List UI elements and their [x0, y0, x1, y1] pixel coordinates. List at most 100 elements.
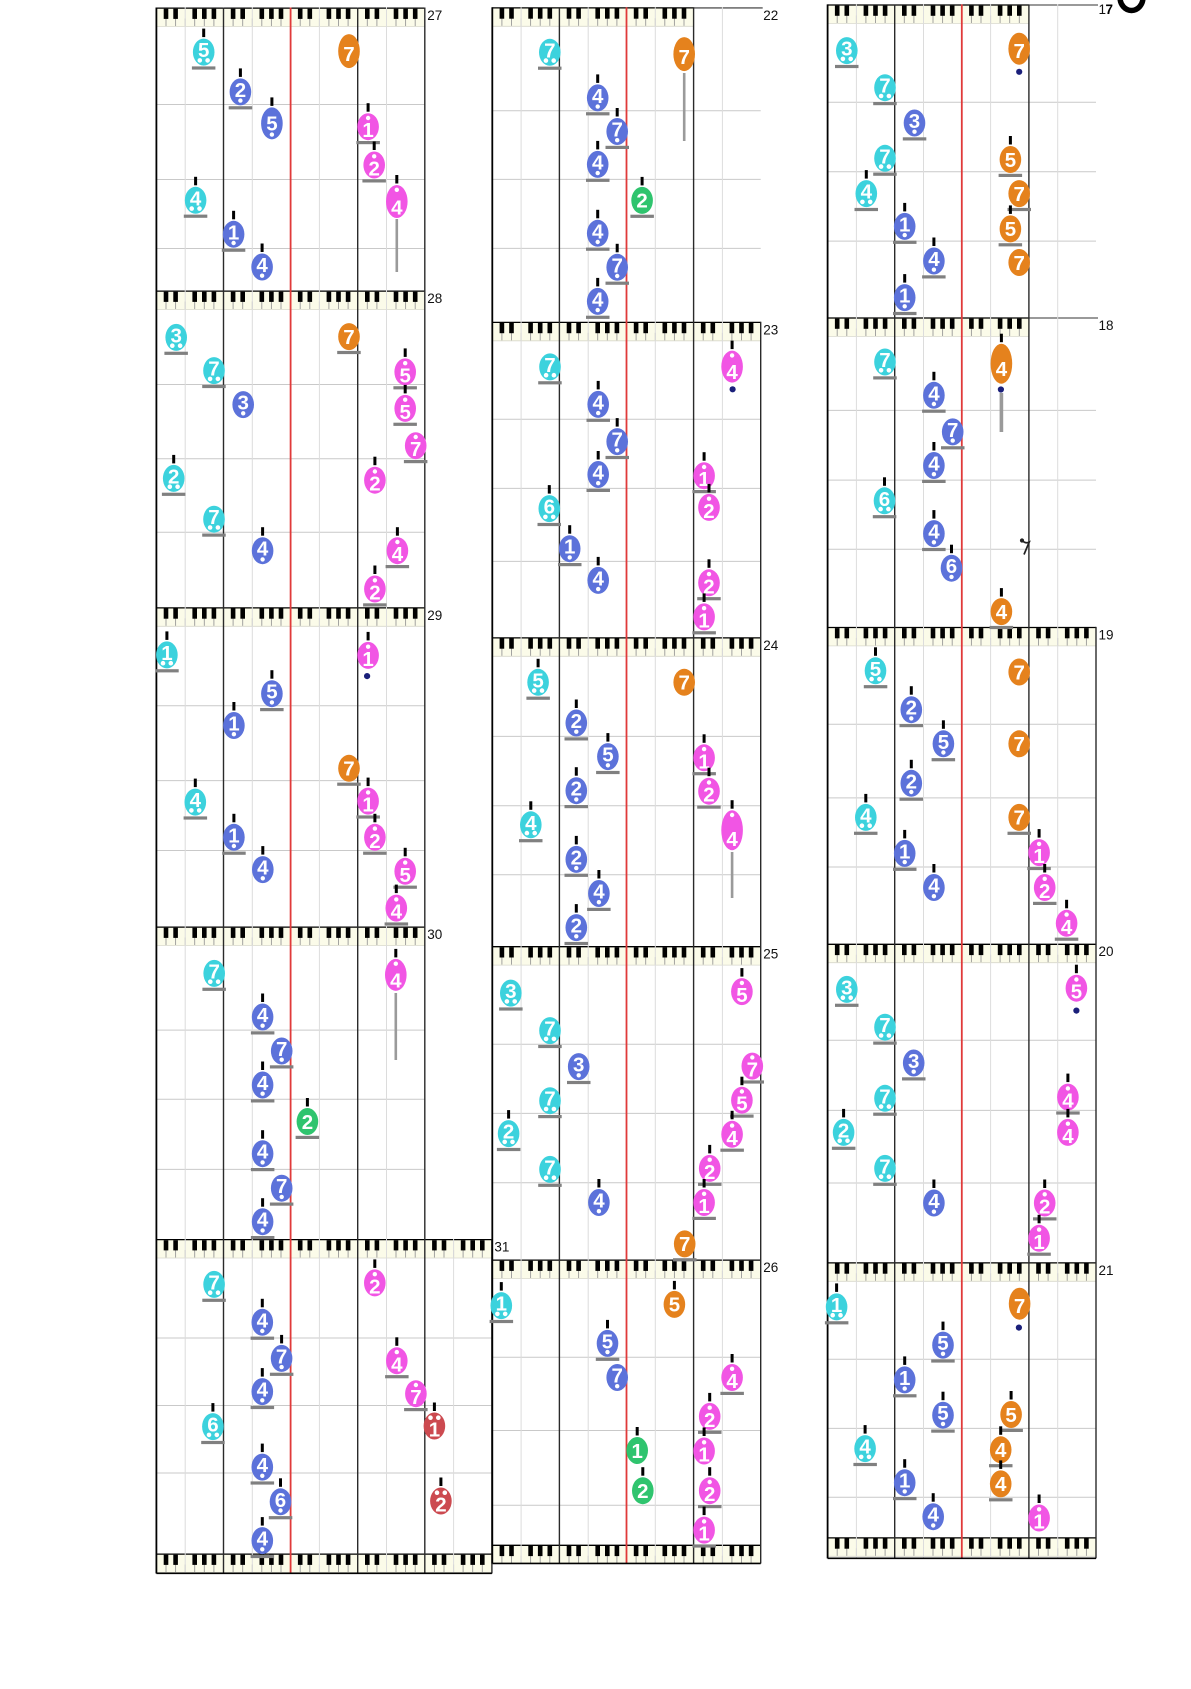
- svg-text:4: 4: [860, 804, 872, 827]
- svg-text:4: 4: [391, 901, 403, 924]
- svg-text:4: 4: [593, 1190, 605, 1213]
- svg-text:1: 1: [564, 536, 575, 559]
- svg-text:1: 1: [698, 468, 709, 491]
- svg-text:7: 7: [208, 1271, 219, 1294]
- svg-text:4: 4: [592, 567, 604, 590]
- svg-text:4: 4: [592, 85, 604, 108]
- svg-text:4: 4: [592, 288, 604, 311]
- svg-text:5: 5: [736, 984, 747, 1007]
- svg-text:4: 4: [861, 181, 873, 204]
- svg-text:5: 5: [669, 1294, 680, 1317]
- svg-text:7: 7: [544, 1156, 555, 1179]
- svg-text:7: 7: [343, 43, 354, 66]
- svg-text:2: 2: [1039, 880, 1050, 903]
- svg-text:20: 20: [1099, 944, 1114, 959]
- svg-text:2: 2: [368, 158, 379, 181]
- svg-text:3: 3: [237, 392, 248, 415]
- svg-text:3: 3: [841, 38, 852, 61]
- svg-text:7: 7: [1013, 733, 1024, 756]
- svg-text:5: 5: [870, 658, 881, 681]
- svg-text:7: 7: [879, 1014, 890, 1037]
- svg-text:4: 4: [928, 1190, 940, 1213]
- svg-text:5: 5: [938, 731, 949, 754]
- svg-text:5: 5: [602, 744, 613, 767]
- svg-text:7: 7: [544, 1018, 555, 1041]
- svg-text:4: 4: [390, 969, 402, 992]
- svg-text:2: 2: [704, 1409, 715, 1432]
- svg-text:2: 2: [369, 473, 380, 496]
- svg-text:7: 7: [611, 429, 622, 452]
- svg-text:6: 6: [207, 1414, 218, 1437]
- svg-text:1: 1: [899, 213, 910, 236]
- svg-text:1: 1: [899, 840, 910, 863]
- svg-text:7: 7: [678, 46, 689, 69]
- svg-text:28: 28: [427, 291, 442, 306]
- svg-text:7: 7: [879, 349, 890, 372]
- svg-text:2: 2: [906, 770, 917, 793]
- svg-text:4: 4: [996, 358, 1008, 381]
- svg-text:4: 4: [592, 462, 604, 485]
- svg-text:1: 1: [698, 609, 709, 632]
- svg-text:5: 5: [266, 681, 277, 704]
- svg-text:4: 4: [257, 1141, 269, 1164]
- svg-text:24: 24: [763, 638, 779, 653]
- svg-text:4: 4: [190, 789, 202, 812]
- svg-text:1: 1: [831, 1294, 842, 1317]
- svg-text:1: 1: [228, 824, 239, 847]
- svg-text:5: 5: [266, 112, 277, 135]
- svg-text:2: 2: [571, 915, 582, 938]
- svg-text:2: 2: [838, 1119, 849, 1142]
- svg-text:1: 1: [1033, 1511, 1044, 1534]
- svg-text:3: 3: [841, 976, 852, 999]
- svg-text:2: 2: [704, 1483, 715, 1506]
- svg-text:4: 4: [257, 1379, 269, 1402]
- svg-text:4: 4: [995, 1473, 1007, 1496]
- svg-text:2: 2: [369, 830, 380, 853]
- svg-text:7: 7: [276, 1345, 287, 1368]
- svg-text:2: 2: [703, 784, 714, 807]
- svg-text:4: 4: [593, 881, 605, 904]
- svg-text:7: 7: [410, 1386, 421, 1409]
- svg-text:4: 4: [392, 543, 404, 566]
- svg-text:1: 1: [899, 1470, 910, 1493]
- svg-text:30: 30: [427, 927, 442, 942]
- svg-text:5: 5: [198, 39, 209, 62]
- svg-text:4: 4: [592, 151, 604, 174]
- svg-text:7: 7: [343, 326, 354, 349]
- svg-text:6: 6: [275, 1489, 286, 1512]
- svg-text:7: 7: [1013, 661, 1024, 684]
- svg-text:7: 7: [747, 1059, 758, 1082]
- svg-text:4: 4: [1062, 1125, 1074, 1148]
- svg-text:4: 4: [1061, 916, 1073, 939]
- svg-text:1: 1: [228, 221, 239, 244]
- svg-text:4: 4: [928, 382, 940, 405]
- svg-text:4: 4: [927, 1504, 939, 1527]
- svg-text:7: 7: [544, 354, 555, 377]
- svg-text:19: 19: [1099, 627, 1114, 642]
- svg-text:2: 2: [503, 1121, 514, 1144]
- svg-text:2: 2: [636, 190, 647, 213]
- svg-text:4: 4: [592, 391, 604, 414]
- svg-text:6: 6: [946, 555, 957, 578]
- svg-text:25: 25: [763, 947, 778, 962]
- svg-text:2: 2: [369, 1275, 380, 1298]
- svg-text:21: 21: [1099, 1263, 1114, 1278]
- svg-text:1: 1: [631, 1440, 642, 1463]
- svg-text:1: 1: [1099, 2, 1107, 17]
- svg-text:7: 7: [276, 1038, 287, 1061]
- svg-text:4: 4: [257, 1072, 269, 1095]
- svg-text:4: 4: [257, 1454, 269, 1477]
- svg-text:1: 1: [228, 713, 239, 736]
- svg-text:3: 3: [573, 1054, 584, 1077]
- svg-text:7: 7: [343, 758, 354, 781]
- svg-text:5: 5: [736, 1093, 747, 1116]
- svg-text:4: 4: [726, 828, 738, 851]
- svg-text:2: 2: [703, 500, 714, 523]
- svg-text:7: 7: [1013, 252, 1024, 275]
- svg-text:5: 5: [1005, 1404, 1016, 1427]
- svg-text:4: 4: [592, 220, 604, 243]
- svg-text:4: 4: [996, 601, 1008, 624]
- svg-text:4: 4: [928, 521, 940, 544]
- svg-text:4: 4: [257, 538, 269, 561]
- svg-text:3: 3: [505, 980, 516, 1003]
